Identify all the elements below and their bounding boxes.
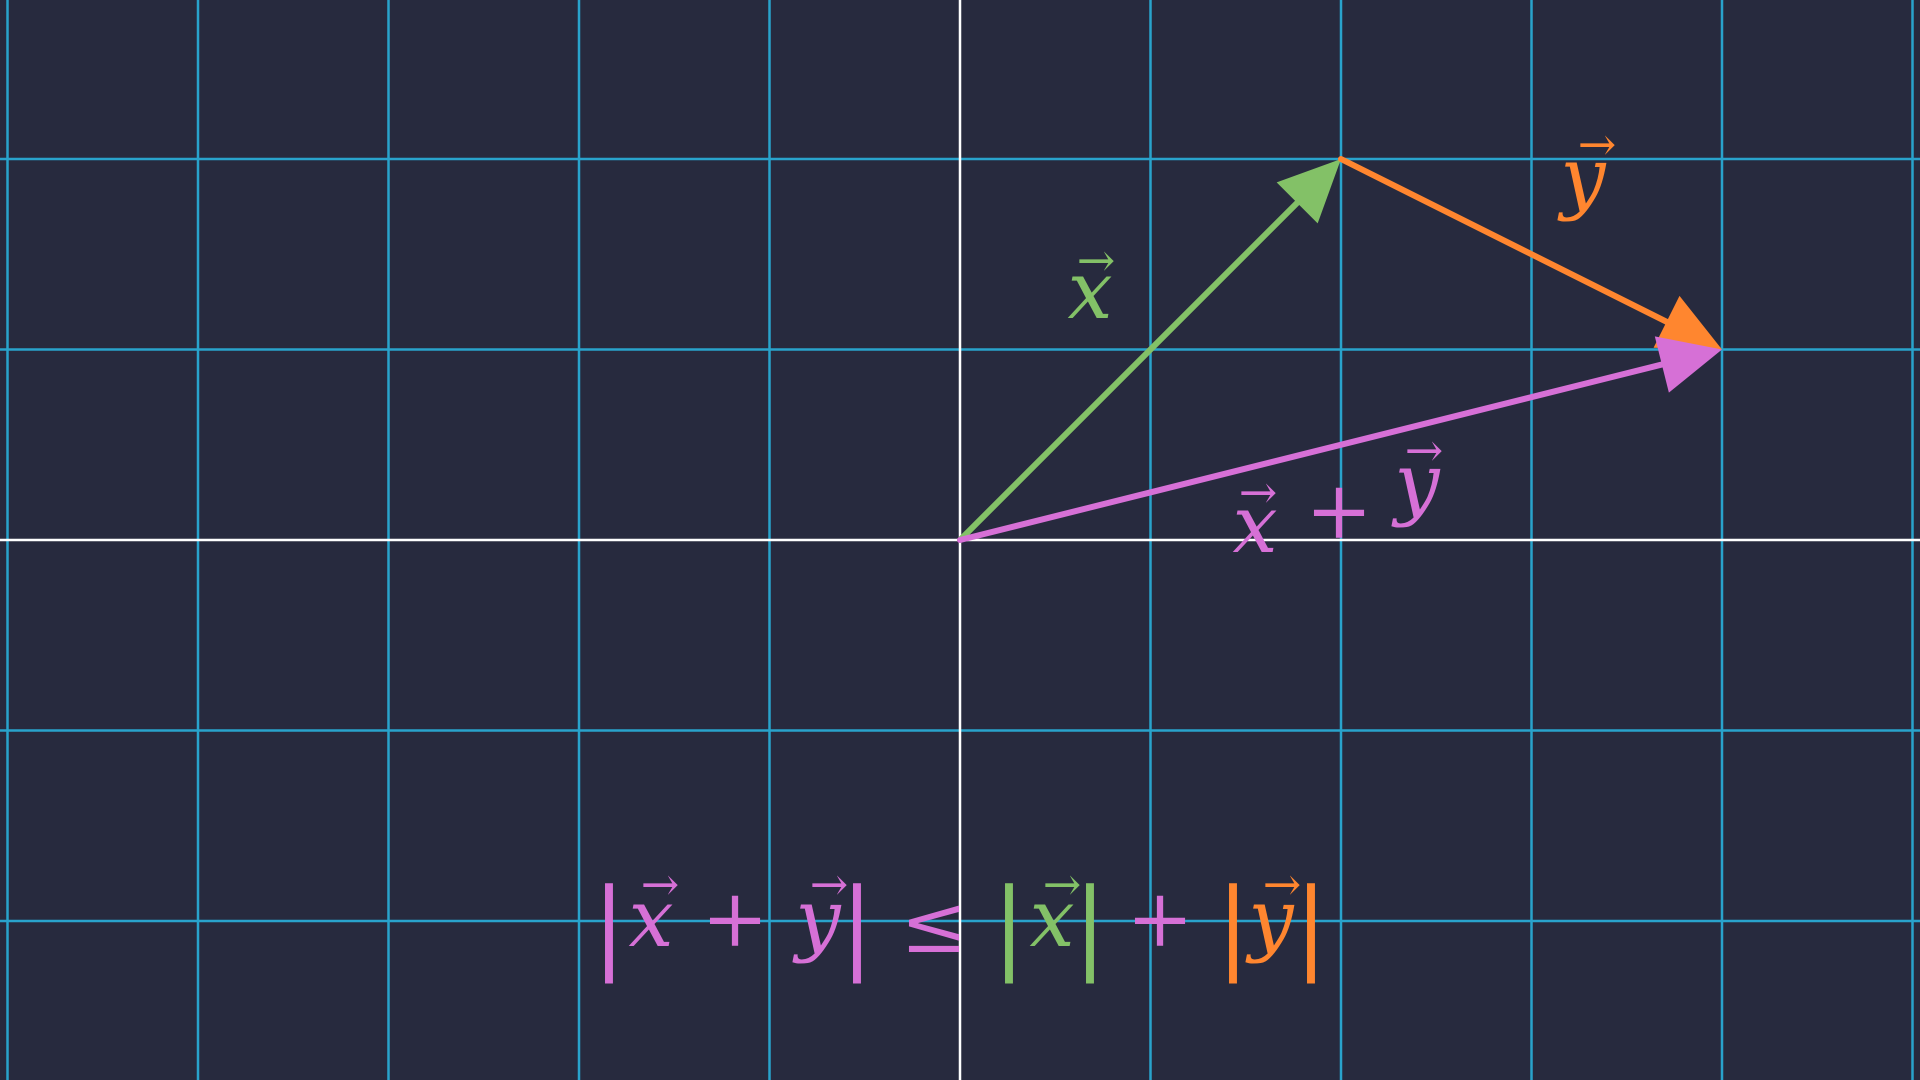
vector-y-shaft — [1338, 156, 1675, 328]
inequality-sum-x-arrow: → — [641, 857, 680, 911]
inequality-bar-y-left: | — [1216, 867, 1250, 984]
inequality-sum-y: y — [792, 872, 842, 965]
vector-y-label: → y — [1557, 117, 1616, 223]
vector-sum-shaft — [957, 360, 1671, 543]
inequality-sum-plus: + — [701, 872, 768, 965]
vector-x-shaft — [957, 195, 1305, 543]
vector-x-label-letter: x — [1067, 244, 1112, 337]
vector-y-arrowhead — [1653, 295, 1722, 350]
inequality-leq: ≤ — [900, 878, 967, 971]
inequality-sum-x: x — [628, 872, 673, 965]
vector-x-label: → x — [1067, 233, 1115, 337]
inequality-x-arrow: → — [1043, 857, 1082, 911]
vector-x-label-arrow: → — [1077, 233, 1116, 287]
vector-sum-label: → x + → y — [1232, 423, 1443, 571]
inequality-bar-y-right: | — [1294, 867, 1328, 984]
inequality-bar-sum-left: | — [592, 867, 626, 984]
vector-sum — [957, 336, 1722, 543]
inequality-bar-sum-right: | — [840, 867, 874, 984]
inequality-bar-x-left: | — [992, 867, 1026, 984]
vector-x — [957, 159, 1341, 543]
vector-y-label-arrow: → — [1578, 117, 1617, 171]
vector-sum-label-y: y — [1391, 436, 1441, 529]
vector-sum-label-x-arrow: → — [1239, 465, 1278, 519]
triangle-inequality: | → x + → y | ≤ | → x | + | → y | — [592, 857, 1328, 984]
inequality-y: y — [1245, 872, 1295, 965]
vector-sum-label-y-arrow: → — [1405, 423, 1444, 477]
inequality-y-arrow: → — [1263, 857, 1302, 911]
inequality-sum-y-arrow: → — [810, 857, 849, 911]
vector-sum-label-x: x — [1232, 478, 1277, 571]
vector-y-label-letter: y — [1557, 130, 1607, 223]
inequality-x: x — [1029, 872, 1074, 965]
vector-y — [1338, 156, 1722, 350]
vector-x-arrowhead — [1276, 159, 1341, 224]
vector-sum-label-plus: + — [1305, 464, 1372, 557]
vector-sum-arrowhead — [1654, 336, 1722, 393]
inequality-plus: + — [1126, 872, 1193, 965]
inequality-bar-x-right: | — [1073, 867, 1107, 984]
